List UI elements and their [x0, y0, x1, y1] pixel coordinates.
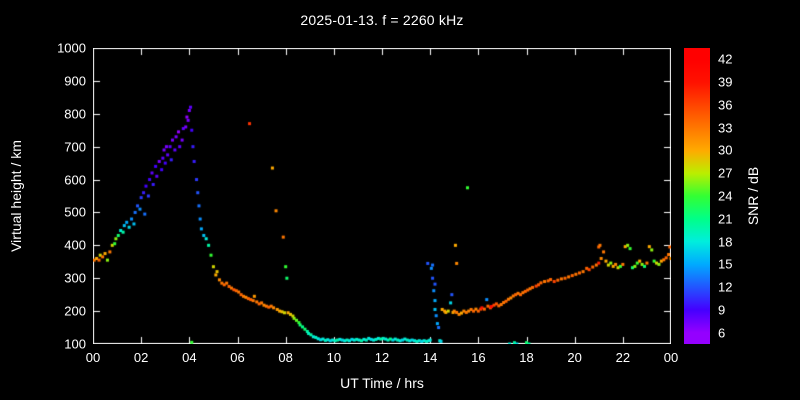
colorbar-tick-label: 30: [718, 142, 733, 158]
colorbar-tick-label: 9: [718, 302, 726, 318]
colorbar-tick-label: 33: [718, 120, 733, 136]
chart-title: 2025-01-13. f = 2260 kHz: [300, 12, 464, 28]
x-tick-label: 12: [374, 350, 390, 365]
y-tick-label: 400: [64, 237, 86, 253]
x-tick-label: 22: [615, 350, 631, 365]
x-tick-label: 10: [326, 350, 342, 365]
x-tick-label: 20: [567, 350, 582, 365]
scatter-plot-canvas: [93, 48, 671, 344]
colorbar-tick-label: 6: [718, 325, 726, 341]
colorbar-tick-label: 21: [718, 211, 733, 227]
y-tick-label: 800: [64, 106, 86, 122]
x-axis-label: UT Time / hrs: [340, 375, 424, 391]
y-tick-label: 100: [64, 336, 86, 352]
colorbar-tick-label: 12: [718, 279, 733, 295]
colorbar-tick-label: 15: [718, 256, 733, 272]
x-tick-label: 00: [663, 350, 679, 365]
colorbar-tick-label: 27: [718, 165, 733, 181]
x-tick-label: 04: [182, 350, 197, 365]
x-tick-label: 02: [133, 350, 149, 365]
x-tick-label: 14: [422, 350, 438, 365]
colorbar-tick-label: 42: [718, 51, 733, 67]
colorbar-tick-label: 39: [718, 74, 733, 90]
y-tick-label: 300: [64, 270, 86, 286]
y-tick-label: 700: [64, 139, 86, 155]
x-tick-label: 08: [278, 350, 293, 365]
x-tick-label: 00: [85, 350, 101, 365]
x-tick-label: 18: [519, 350, 534, 365]
y-tick-label: 900: [64, 73, 86, 89]
x-tick-label: 06: [230, 350, 245, 365]
y-tick-label: 500: [64, 204, 86, 220]
colorbar-tick-label: 36: [718, 97, 733, 113]
y-tick-label: 600: [64, 172, 86, 188]
y-tick-label: 1000: [57, 40, 86, 56]
colorbar-tick-label: 24: [718, 188, 733, 204]
y-tick-label: 200: [64, 303, 86, 319]
x-tick-label: 16: [471, 350, 486, 365]
colorbar-tick-label: 18: [718, 234, 733, 250]
y-axis-label: Virtual height / km: [8, 140, 24, 252]
colorbar-label: SNR / dB: [745, 166, 761, 226]
snr-colorbar: [684, 48, 710, 344]
